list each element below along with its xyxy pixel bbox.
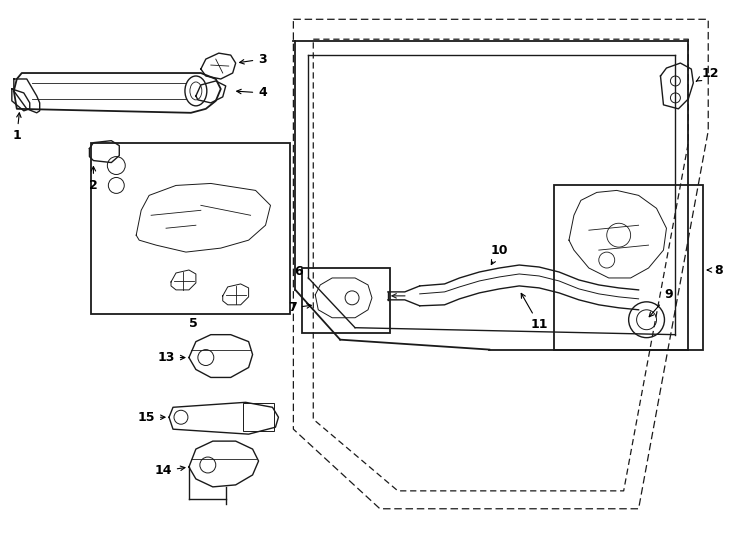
Text: 7: 7 xyxy=(288,301,311,314)
Text: 8: 8 xyxy=(708,264,722,276)
Text: 9: 9 xyxy=(649,288,673,317)
Text: 1: 1 xyxy=(12,113,21,142)
Bar xyxy=(554,185,703,349)
Bar xyxy=(243,403,275,431)
Bar xyxy=(92,143,291,314)
Text: 15: 15 xyxy=(137,411,165,424)
Text: 3: 3 xyxy=(240,52,267,65)
Text: 12: 12 xyxy=(697,66,719,81)
Text: 2: 2 xyxy=(89,166,98,192)
Text: 10: 10 xyxy=(490,244,508,265)
Text: 11: 11 xyxy=(521,293,548,331)
Bar xyxy=(302,268,390,333)
Text: 13: 13 xyxy=(157,351,185,364)
Text: 14: 14 xyxy=(154,464,185,477)
Text: 4: 4 xyxy=(236,86,267,99)
Text: 5: 5 xyxy=(189,317,197,330)
Text: 6: 6 xyxy=(294,266,302,279)
